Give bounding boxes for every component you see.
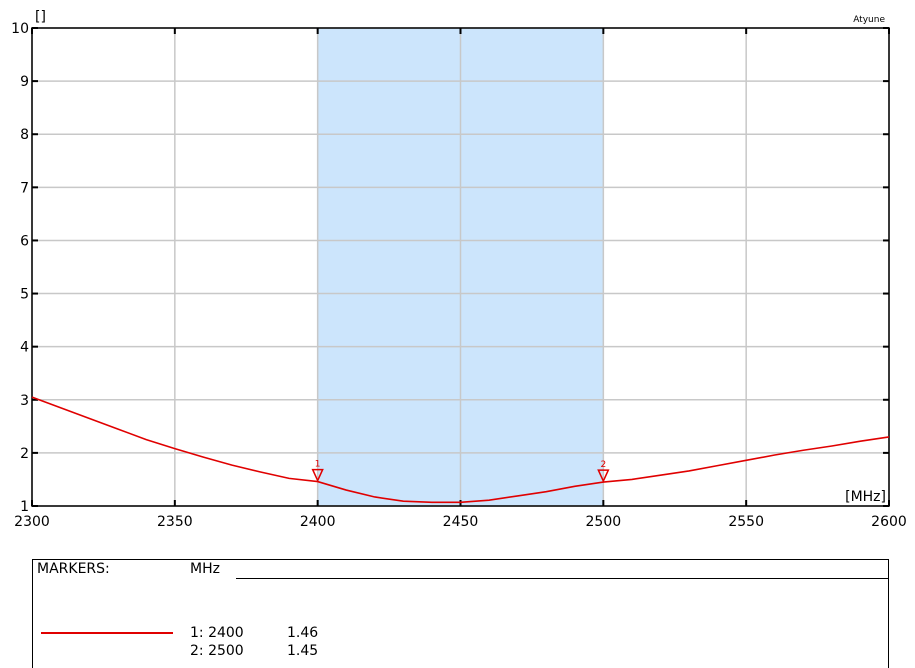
y-axis-label: [] — [35, 9, 46, 25]
marker-number: 2 — [600, 460, 606, 470]
marker-triangle — [311, 468, 324, 483]
x-tick-label: 2350 — [157, 514, 193, 530]
y-tick-label: 8 — [20, 127, 29, 143]
marker-label: 1: 2400 — [190, 625, 244, 641]
trace-legend-line — [41, 632, 173, 634]
chart-plot: 1 2 2300 2350 2400 2450 2500 2550 2600 1 2 3 4 5 6 7 8 9… — [11, 9, 907, 530]
marker-number: 1 — [315, 460, 321, 470]
y-tick-label: 7 — [20, 180, 29, 196]
y-tick-label: 1 — [20, 499, 29, 515]
marker-label: 2: 2500 — [190, 643, 244, 659]
x-tick-label: 2450 — [443, 514, 479, 530]
trace-title: Atyune — [853, 15, 885, 25]
markers-divider — [236, 578, 889, 579]
y-tick-label: 5 — [20, 287, 29, 303]
y-tick-label: 2 — [20, 446, 29, 462]
markers-unit: MHz — [190, 561, 220, 577]
y-tick-label: 4 — [20, 340, 29, 356]
marker-value: 1.46 — [287, 625, 319, 641]
marker-value: 1.45 — [287, 643, 319, 659]
marker-row: 2: 2500 1.45 — [190, 643, 318, 659]
x-tick-label: 2600 — [871, 514, 907, 530]
marker-row: 1: 2400 1.46 — [190, 625, 318, 641]
marker-triangle — [597, 469, 610, 483]
x-axis-label: [MHz] — [845, 489, 886, 505]
y-tick-label: 3 — [20, 393, 29, 409]
x-tick-label: 2400 — [300, 514, 336, 530]
x-tick-label: 2550 — [728, 514, 764, 530]
x-tick-label: 2500 — [586, 514, 622, 530]
markers-panel: MARKERS: MHz 1: 2400 1.46 2: 2500 1.45 — [32, 559, 889, 668]
y-tick-label: 10 — [11, 21, 29, 37]
x-tick-label: 2300 — [14, 514, 50, 530]
y-tick-label: 6 — [20, 233, 29, 249]
y-tick-label: 9 — [20, 74, 29, 90]
markers-title: MARKERS: — [37, 561, 110, 577]
trace-line — [31, 396, 890, 504]
x-axis-label-bg — [840, 487, 888, 505]
